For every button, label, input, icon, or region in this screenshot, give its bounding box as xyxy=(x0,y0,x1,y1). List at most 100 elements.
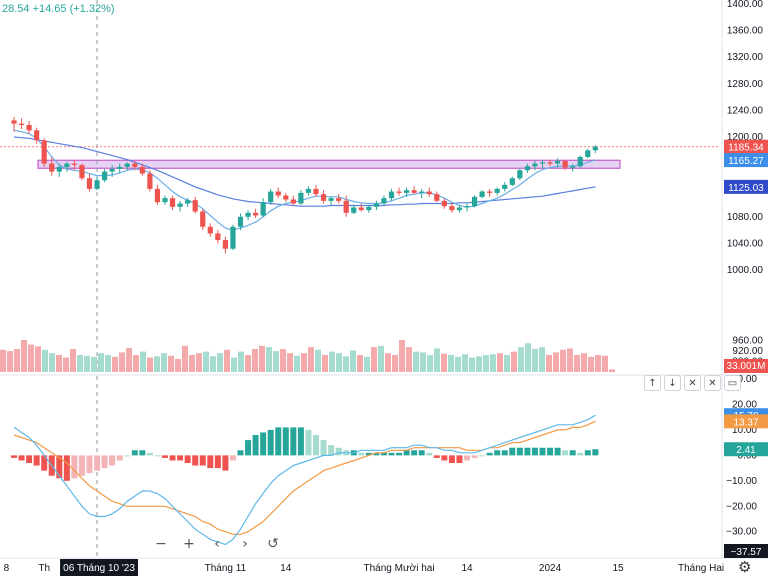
candle-body xyxy=(124,163,130,167)
collapse-pane-icon[interactable]: ✕ xyxy=(684,375,701,391)
candle xyxy=(56,163,62,177)
maximize-pane-icon[interactable]: ▭ xyxy=(724,375,741,391)
price-tick-label: 1360.00 xyxy=(727,26,764,37)
candle-body xyxy=(283,195,289,200)
volume-bar xyxy=(434,348,440,372)
candle-body xyxy=(562,160,568,168)
time-tick-label: 14 xyxy=(280,563,292,574)
candle-body xyxy=(56,166,62,172)
volume-bar xyxy=(546,355,552,372)
candle xyxy=(34,127,40,144)
move-pane-up-icon[interactable]: ↑ xyxy=(644,375,661,391)
candle-body xyxy=(102,171,108,181)
macd-histogram-bar xyxy=(245,440,252,456)
zoom-out-button[interactable]: − xyxy=(155,536,167,552)
macd-histogram-bar xyxy=(509,447,516,456)
candle-body xyxy=(298,192,304,204)
candle xyxy=(539,159,546,168)
candle-body xyxy=(79,164,85,179)
volume-bar xyxy=(609,369,615,372)
candle xyxy=(298,190,304,205)
candle-body xyxy=(426,191,432,195)
macd-histogram-bar xyxy=(237,450,244,456)
volume-bar xyxy=(553,352,559,372)
macd-histogram-bar xyxy=(131,450,138,456)
volume-bar xyxy=(273,351,279,372)
macd-histogram-bar xyxy=(146,452,153,456)
candle-body xyxy=(381,198,387,204)
volume-bar xyxy=(161,353,167,372)
time-tick-label: 2024 xyxy=(539,563,562,574)
candle xyxy=(320,190,327,204)
macd-histogram-bar xyxy=(501,450,508,456)
volume-bar xyxy=(336,353,342,372)
volume-bar xyxy=(7,351,13,372)
volume-bar xyxy=(448,355,454,372)
volume-tick-label: 960.00 xyxy=(732,336,763,347)
volume-bar xyxy=(329,351,335,372)
macd-histogram-bar xyxy=(199,455,206,466)
candle xyxy=(336,194,342,204)
candle-body xyxy=(502,184,508,189)
macd-histogram-bar xyxy=(229,455,236,461)
volume-bar xyxy=(98,353,104,372)
reset-chart-button[interactable]: ↺ xyxy=(267,536,279,552)
ma-slow-line xyxy=(13,136,596,207)
candle-body xyxy=(64,163,70,167)
candle xyxy=(132,160,138,171)
candle xyxy=(94,176,100,191)
candle xyxy=(215,230,221,244)
candle-body xyxy=(585,150,591,157)
candle xyxy=(283,192,289,203)
macd-histogram-bar xyxy=(328,445,335,456)
move-pane-down-icon[interactable]: ↓ xyxy=(664,375,681,391)
candle-body xyxy=(11,120,17,124)
candle-body xyxy=(117,166,123,169)
volume-bar xyxy=(238,351,244,372)
volume-bar xyxy=(49,353,55,372)
macd-axis-badge xyxy=(724,442,768,457)
candle xyxy=(411,186,417,195)
volume-bar xyxy=(350,350,356,372)
candle-body xyxy=(169,198,176,207)
volume-bar xyxy=(308,347,314,372)
candle xyxy=(275,187,281,199)
scroll-right-button[interactable]: › xyxy=(242,536,248,552)
macd-line xyxy=(13,414,596,546)
close-pane-icon[interactable]: ✕ xyxy=(704,375,721,391)
macd-tick-label: 20.00 xyxy=(732,399,757,410)
pane-tools: ↑ ↓ ✕ ✕ ▭ xyxy=(644,375,741,391)
candle-body xyxy=(177,203,183,207)
macd-histogram-bar xyxy=(139,450,146,456)
candle xyxy=(570,163,576,172)
candle xyxy=(524,163,530,173)
candle-body xyxy=(471,196,478,207)
macd-histogram-bar xyxy=(479,455,486,457)
volume-bar xyxy=(42,349,48,372)
candle xyxy=(381,195,387,205)
volume-bar xyxy=(287,353,293,372)
candle xyxy=(328,196,334,205)
scroll-left-button[interactable]: ‹ xyxy=(214,536,220,552)
volume-bar xyxy=(476,356,482,372)
candle xyxy=(245,210,251,221)
settings-gear-icon[interactable]: ⚙ xyxy=(738,558,752,576)
macd-histogram-bar xyxy=(524,447,531,456)
candle-body xyxy=(94,180,100,189)
candle-body xyxy=(539,162,546,164)
candle-body xyxy=(547,162,553,164)
price-tick-label: 1240.00 xyxy=(727,105,764,116)
candle-body xyxy=(253,212,259,216)
price-axis-badge xyxy=(724,179,768,194)
ma-fast-line xyxy=(13,129,596,231)
candle-body xyxy=(388,191,395,199)
macd-tick-label: −10.00 xyxy=(726,476,757,487)
zoom-in-button[interactable]: + xyxy=(183,536,195,552)
candle-body xyxy=(260,202,266,216)
candle xyxy=(456,204,463,213)
volume-bar xyxy=(210,356,216,372)
resistance-zone xyxy=(37,159,621,169)
volume-bar xyxy=(0,349,6,372)
volume-bar xyxy=(105,355,111,372)
